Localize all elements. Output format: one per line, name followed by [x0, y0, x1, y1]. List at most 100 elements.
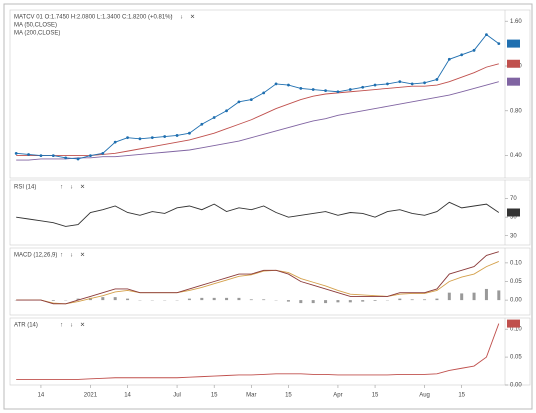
price-point: [472, 48, 476, 52]
x-tick-label: 14: [38, 393, 45, 399]
price-point: [249, 98, 253, 101]
y-tick-label: 0.80: [510, 108, 522, 114]
histogram-bar: [373, 300, 377, 301]
price-point: [175, 134, 179, 137]
series-line: [16, 63, 499, 157]
last-value-badge: [507, 39, 520, 48]
x-tick-label: 2021: [84, 393, 98, 399]
price-point: [311, 88, 315, 91]
histogram-bar: [113, 297, 117, 301]
y-tick-label: 0.05: [510, 279, 522, 285]
price-point: [460, 53, 464, 57]
series-line: [16, 260, 499, 305]
histogram-bar: [76, 298, 80, 301]
price-point: [398, 80, 402, 84]
x-tick-label: 15: [285, 393, 292, 399]
price-point: [27, 153, 30, 156]
price-point: [76, 157, 80, 161]
x-tick-label: 15: [372, 393, 379, 399]
icon: ↓: [70, 323, 73, 329]
legend-entry: MA (200,CLOSE): [14, 31, 60, 37]
price-point: [237, 100, 241, 104]
histogram-bar: [398, 298, 402, 301]
histogram-bar: [324, 300, 328, 304]
histogram-bar: [249, 299, 253, 301]
series-line: [16, 323, 500, 380]
x-tick-label: Apr: [333, 393, 342, 399]
series-line: [16, 201, 500, 227]
price-point: [485, 33, 488, 37]
last-value-badge: [507, 77, 520, 86]
legend-entry: MA (50,CLOSE): [14, 23, 57, 29]
price-point: [188, 131, 191, 135]
y-tick-label: 0.00: [510, 298, 522, 304]
y-tick-label: 0.10: [510, 260, 522, 266]
icon: ↓: [70, 253, 73, 259]
histogram-bar: [484, 288, 488, 301]
frame: [3, 3, 533, 410]
y-tick-label: 0.10: [510, 327, 522, 333]
histogram-bar: [348, 300, 352, 303]
price-point: [64, 156, 68, 160]
panel-title: ATR (14): [14, 323, 38, 329]
price-point: [336, 90, 340, 94]
histogram-bar: [497, 290, 501, 301]
icon: ✕: [80, 253, 85, 259]
last-value-badge: [507, 208, 520, 217]
series-line: [16, 34, 500, 160]
price-point: [138, 137, 142, 141]
histogram-bar: [126, 298, 130, 301]
price-point: [373, 83, 377, 87]
panel: [9, 179, 531, 246]
price-point: [101, 151, 105, 155]
price-point: [299, 87, 303, 90]
histogram-bar: [472, 292, 476, 301]
y-tick-label: 30: [510, 233, 517, 239]
panel: [9, 317, 531, 386]
price-point: [274, 82, 278, 86]
price-point: [150, 136, 154, 140]
icon: ↑: [60, 185, 63, 191]
histogram-bar: [51, 300, 55, 301]
y-tick-label: 70: [510, 196, 517, 202]
x-tick-label: Aug: [419, 393, 430, 399]
panel-title: MATCV 01 O:1.7450 H:2.0800 L:1.3400 C:1.…: [14, 15, 173, 21]
price-point: [200, 122, 204, 126]
price-point: [51, 154, 55, 158]
price-point: [423, 81, 426, 85]
icon: ↓: [70, 185, 73, 191]
panel-title: RSI (14): [14, 185, 36, 191]
icon: ↓: [180, 15, 183, 21]
histogram-bar: [361, 300, 365, 302]
icon: ↑: [60, 253, 63, 259]
histogram-bar: [460, 293, 464, 301]
price-point: [287, 83, 290, 87]
y-tick-label: 50: [510, 215, 517, 221]
price-point: [386, 82, 389, 86]
price-point: [262, 91, 266, 95]
icon: ✕: [80, 185, 85, 191]
icon: ↑: [60, 323, 63, 329]
price-point: [361, 85, 365, 89]
price-point: [212, 116, 216, 119]
histogram-bar: [410, 299, 414, 301]
y-tick-label: 0.05: [510, 355, 522, 361]
histogram-bar: [336, 300, 340, 303]
y-tick-label: 0.00: [510, 383, 522, 389]
panel: [9, 9, 531, 179]
histogram-bar: [187, 298, 191, 301]
y-tick-label: 0.40: [510, 153, 522, 159]
last-value-badge: [507, 59, 520, 68]
price-point: [39, 154, 43, 158]
series-line: [16, 251, 499, 305]
last-value-badge: [507, 319, 520, 328]
price-point: [225, 109, 228, 113]
x-tick-label: 15: [211, 393, 218, 399]
x-tick-label: 15: [458, 393, 465, 399]
price-point: [447, 57, 451, 61]
price-point: [497, 42, 501, 45]
panel: [9, 247, 531, 316]
icon: ↑: [170, 15, 173, 21]
price-point: [348, 88, 352, 91]
histogram-bar: [423, 299, 427, 301]
